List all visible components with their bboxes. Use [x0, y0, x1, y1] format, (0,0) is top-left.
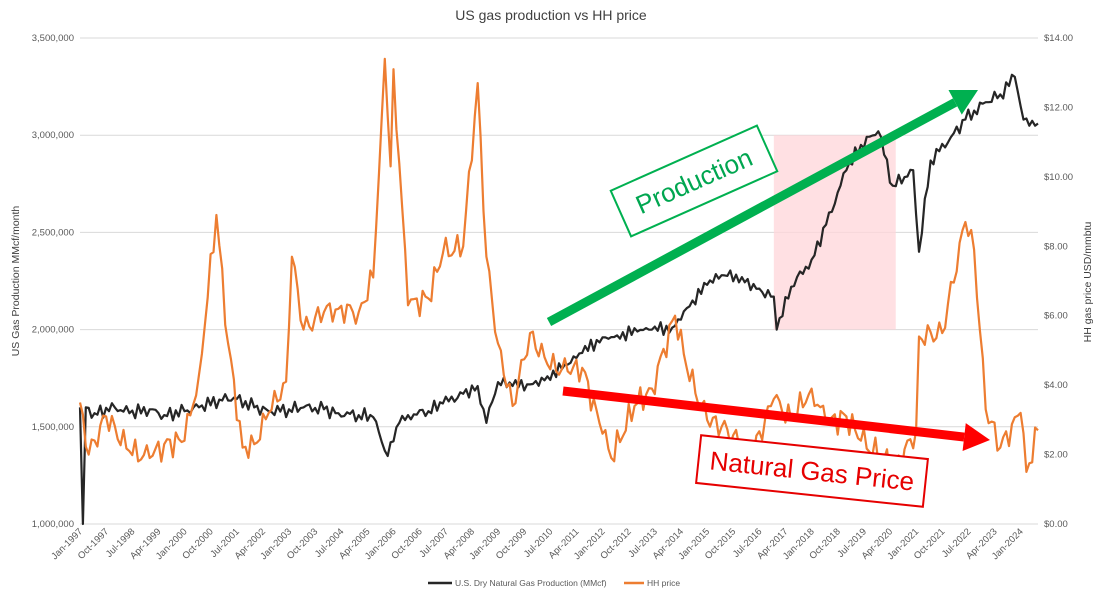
- y2-tick-label: $14.00: [1044, 33, 1073, 44]
- annotation-price: Natural Gas Price: [695, 434, 929, 508]
- y2-tick-label: $12.00: [1044, 102, 1073, 113]
- series-line-production: [78, 73, 1039, 526]
- legend-label-production: U.S. Dry Natural Gas Production (MMcf): [455, 578, 607, 588]
- y-tick-label: 1,500,000: [32, 422, 74, 433]
- y2-tick-label: $0.00: [1044, 519, 1068, 530]
- annotation-production-box: [609, 124, 779, 238]
- production-arrow-head: [948, 90, 978, 115]
- production-arrow-shaft: [546, 98, 958, 326]
- y-tick-label: 3,000,000: [32, 130, 74, 141]
- y2-tick-label: $2.00: [1044, 450, 1068, 461]
- y-tick-label: 3,500,000: [32, 33, 74, 44]
- trend-arrows: [546, 90, 990, 451]
- y2-tick-label: $8.00: [1044, 241, 1068, 252]
- annotation-production: Production: [609, 124, 779, 238]
- y2-tick-label: $10.00: [1044, 172, 1073, 183]
- price-arrow-shaft: [562, 386, 965, 442]
- y-tick-label: 1,000,000: [32, 519, 74, 530]
- y2-tick-label: $4.00: [1044, 380, 1068, 391]
- y-axis-label: US Gas Production MMcf/month: [10, 206, 22, 357]
- annotation-price-box: [695, 434, 929, 508]
- y-tick-label: 2,000,000: [32, 325, 74, 336]
- y2-axis-label: HH gas price USD/mmbtu: [1082, 221, 1094, 342]
- chart-title: US gas production vs HH price: [455, 7, 647, 23]
- y-tick-label: 2,500,000: [32, 227, 74, 238]
- legend: U.S. Dry Natural Gas Production (MMcf) H…: [428, 578, 680, 588]
- price-arrow-head: [962, 423, 990, 451]
- legend-label-price: HH price: [647, 578, 680, 588]
- y2-tick-label: $6.00: [1044, 311, 1068, 322]
